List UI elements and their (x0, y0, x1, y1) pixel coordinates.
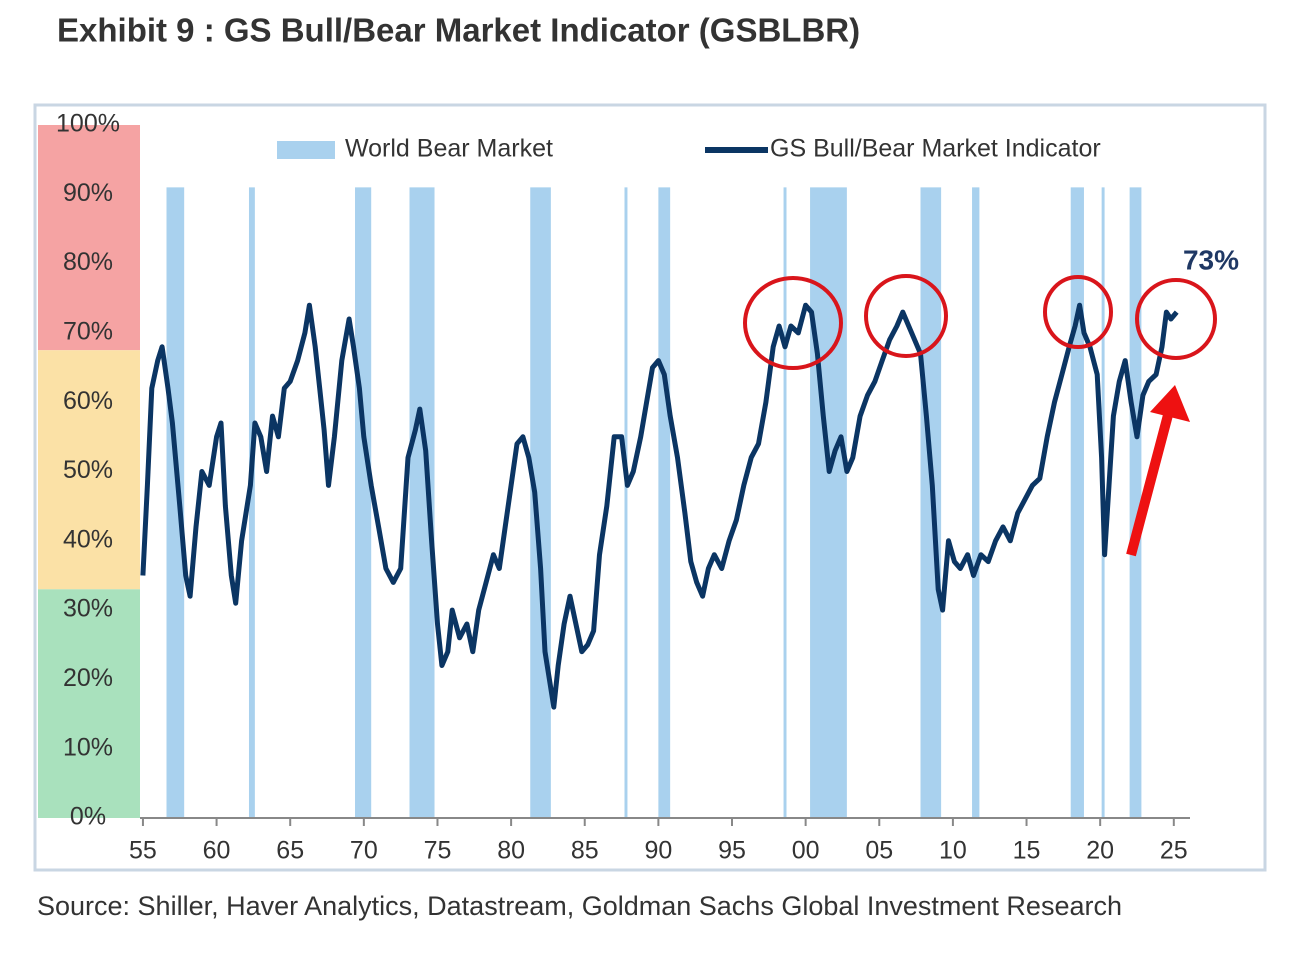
bear-span (658, 187, 671, 818)
chart-title: Exhibit 9 : GS Bull/Bear Market Indicato… (57, 12, 860, 49)
legend-swatch (277, 141, 335, 159)
y-tick-label: 100% (56, 110, 120, 138)
bear-span (1070, 187, 1084, 818)
x-tick-label: 55 (129, 837, 157, 865)
bear-span (624, 187, 628, 818)
x-tick-label: 15 (1013, 837, 1041, 865)
highlight-circle (1135, 278, 1217, 360)
y-tick-label: 20% (63, 664, 113, 692)
x-tick-label: 20 (1086, 837, 1114, 865)
annotation: 73% (1183, 244, 1239, 275)
y-tick-label: 10% (63, 733, 113, 761)
x-tick-label: 85 (571, 837, 599, 865)
y-tick-label: 0% (70, 803, 106, 831)
arrow-head (1150, 385, 1190, 422)
y-tick-label: 70% (63, 318, 113, 346)
highlight-circle (864, 274, 948, 358)
source-note: Source: Shiller, Haver Analytics, Datast… (37, 891, 1122, 921)
x-tick-label: 00 (792, 837, 820, 865)
x-tick-label: 60 (203, 837, 231, 865)
bear-span (972, 187, 980, 818)
bear-span (783, 187, 787, 818)
highlight-circle (743, 276, 843, 370)
x-tick-label: 90 (644, 837, 672, 865)
x-tick-label: 05 (865, 837, 893, 865)
bear-span (355, 187, 372, 818)
legend-label: World Bear Market (345, 135, 553, 163)
x-tick-label: 80 (497, 837, 525, 865)
x-tick-label: 65 (276, 837, 304, 865)
indicator-line (140, 302, 1179, 710)
highlight-circle (1043, 275, 1113, 349)
x-tick-label: 25 (1160, 837, 1188, 865)
y-tick-label: 30% (63, 595, 113, 623)
bear-span (166, 187, 185, 818)
bear-span (1129, 187, 1142, 818)
y-tick-label: 40% (63, 525, 113, 553)
zone-band (38, 589, 140, 818)
x-tick-label: 95 (718, 837, 746, 865)
zone-band (38, 350, 140, 590)
y-tick-label: 60% (63, 387, 113, 415)
arrow-shaft (1126, 413, 1173, 557)
zone-band (38, 125, 140, 351)
y-tick-label: 50% (63, 456, 113, 484)
y-tick-label: 80% (63, 248, 113, 276)
x-tick-label: 70 (350, 837, 378, 865)
y-tick-label: 90% (63, 179, 113, 207)
x-tick-label: 10 (939, 837, 967, 865)
bear-span (248, 187, 255, 818)
x-tick-label: 75 (424, 837, 452, 865)
chart-frame (33, 103, 1267, 872)
legend-label: GS Bull/Bear Market Indicator (770, 135, 1101, 163)
